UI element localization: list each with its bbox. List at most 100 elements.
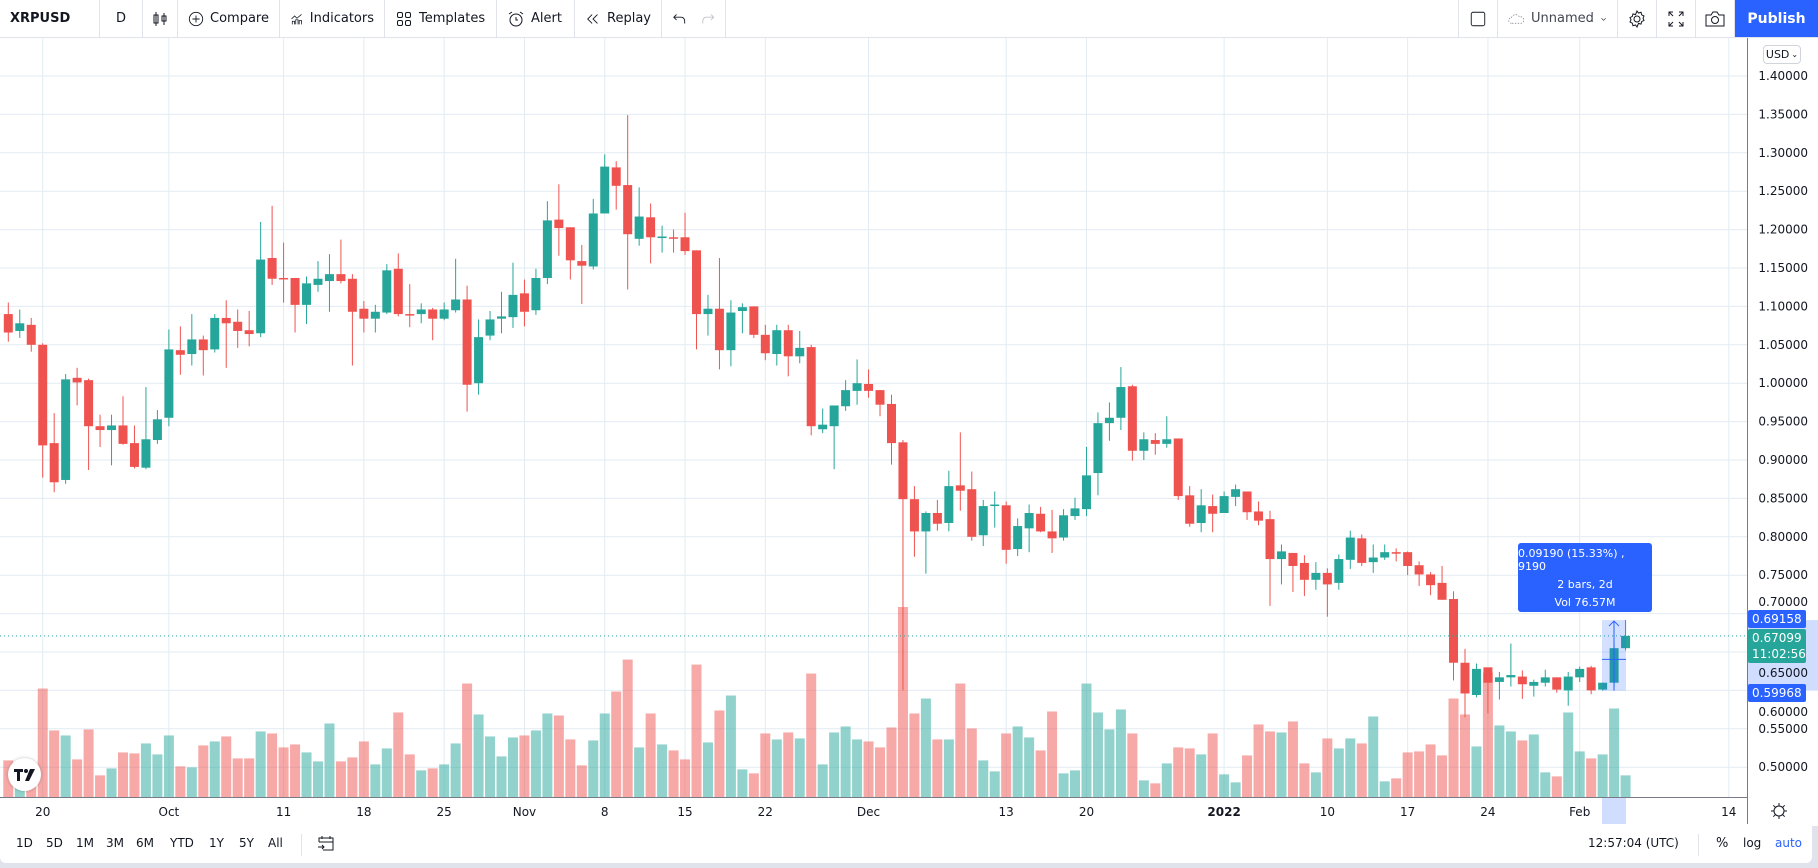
candle-body [1036,513,1046,532]
replay-button[interactable]: Replay [575,0,662,37]
volume-bar [794,738,805,797]
candle-body [439,309,449,319]
candle-body [531,277,541,311]
candle [1471,663,1481,698]
measure-high-value: 0.69158 [1752,612,1802,626]
range-all[interactable]: All [268,836,283,850]
volume-bar [668,750,679,797]
volume-bar [404,754,415,797]
range-ytd[interactable]: YTD [170,836,194,850]
candle-body [324,274,334,282]
interval-button[interactable]: D [100,0,143,37]
candle-body [1460,662,1470,694]
compare-button[interactable]: Compare [178,0,280,37]
volume-bar [1574,751,1585,797]
range-1d[interactable]: 1D [16,836,33,850]
candle-body [978,506,988,536]
candle-body [1001,505,1011,550]
candle [760,324,770,361]
candle [1368,544,1378,573]
auto-scale-toggle[interactable]: auto [1775,836,1803,850]
currency-button[interactable]: USD ⌄ [1763,45,1801,64]
symbol-search-button[interactable]: XRPUSD [0,0,100,37]
candle-body [1139,439,1149,451]
volume-bar [1586,758,1597,797]
log-toggle[interactable]: log [1743,836,1762,850]
time-tick-label: Nov [513,805,536,819]
volume-bar [427,768,438,797]
layout-name-dropdown[interactable]: Unnamed [1498,0,1618,37]
candle-body [49,443,59,483]
range-3m[interactable]: 3M [106,836,124,850]
volume-bar [771,739,782,797]
volume-bar [978,760,989,797]
clock-timezone[interactable]: 12:57:04 (UTC) [1588,836,1679,850]
volume-bar [381,748,392,797]
volume-bar [416,770,427,797]
candle-body [95,426,105,431]
candle-body [428,309,438,319]
measure-volume: Vol 76.57M [1554,595,1616,609]
time-tick-label: 15 [677,805,692,819]
volume-bar [897,607,908,797]
go-to-date-button[interactable] [317,835,335,856]
range-1m[interactable]: 1M [76,836,94,850]
replay-icon [587,13,598,24]
candle [703,294,713,336]
volume-bar [852,739,863,797]
percent-toggle[interactable]: % [1716,836,1729,851]
redo-icon[interactable] [701,11,716,27]
compare-label: Compare [210,11,269,26]
candle [932,499,942,531]
sun-gear-icon [1771,803,1787,819]
chart-type-button[interactable] [143,0,178,37]
volume-bar [760,733,771,797]
layout-grid-button[interactable] [1458,0,1498,37]
fullscreen-button[interactable] [1657,0,1696,37]
candle-body [1196,505,1206,523]
undo-icon[interactable] [672,11,687,27]
candle [1598,682,1608,691]
candlestick-chart[interactable]: 1.40000 1.35000 1.30000 1.25000 1.20000 1.150… [0,38,1818,826]
tradingview-logo[interactable] [8,758,41,791]
candle-body [1116,387,1126,418]
range-5y[interactable]: 5Y [239,836,254,850]
candle [1196,489,1206,533]
settings-button[interactable] [1618,0,1657,37]
candle-body [818,424,828,430]
interval-label: D [115,11,126,26]
candle [657,225,667,253]
time-tick-label: Dec [857,805,880,819]
axis-settings-button[interactable] [1770,802,1788,824]
volume-bar [1012,726,1023,797]
chart-pane[interactable] [0,38,1818,826]
symbol-label: XRPUSD [10,11,71,26]
candle [1426,572,1436,596]
volume-bar [1494,725,1505,797]
price-tick-label: 0.75000 [1758,568,1808,582]
currency-label: USD [1765,48,1790,61]
volume-bar [163,735,174,797]
range-6m[interactable]: 6M [136,836,154,850]
time-tick-label: 13 [999,805,1014,819]
candle-body [1437,582,1447,600]
volume-bar [599,713,610,797]
indicators-button[interactable]: Indicators [280,0,385,37]
range-5d[interactable]: 5D [46,836,63,850]
chevron-down-icon: ⌄ [1791,50,1799,59]
templates-button[interactable]: Templates [385,0,497,37]
candle-body [1563,676,1573,691]
alert-button[interactable]: Alert [497,0,575,37]
volume-bar [1230,782,1241,797]
candle-body [1334,559,1344,583]
publish-button[interactable]: Publish [1735,0,1818,37]
volume-bar [290,744,301,797]
snapshot-button[interactable] [1696,0,1735,37]
range-1y[interactable]: 1Y [209,836,224,850]
candle-body [737,307,747,312]
candle [864,369,874,398]
volume-bar [1448,698,1459,797]
candle [175,326,185,375]
volume-bar [1551,776,1562,797]
volume-bar [1609,708,1620,797]
